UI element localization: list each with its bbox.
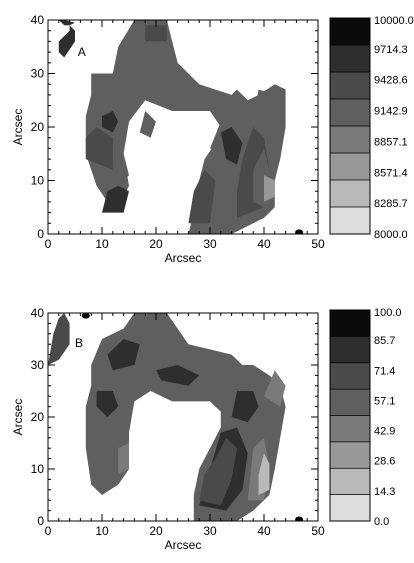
- contour-field: [58, 20, 304, 234]
- contour-cell: [188, 169, 216, 224]
- colorbar-swatch: [330, 18, 370, 45]
- colorbar-label: 57.1: [374, 395, 395, 407]
- colorbar-swatch: [330, 126, 370, 153]
- colorbar-label: 9142.9: [374, 106, 408, 118]
- panel-b: 0 10 20 30 40 50 0 10 20 30 40 Arcsec Arcsec B 100.0 85…: [11, 306, 402, 552]
- x-axis-label: Arcsec: [165, 538, 202, 552]
- colorbar-swatch: [330, 207, 370, 234]
- contour-region-edge: [58, 20, 75, 58]
- contour-cell: [231, 391, 259, 423]
- contour-region: [85, 20, 286, 234]
- panel-letter: A: [78, 45, 86, 59]
- contour-cell: [253, 89, 275, 122]
- y-axis-label: Arcsec: [11, 109, 25, 146]
- y-tick-label: 40: [31, 306, 45, 320]
- contour-dot: [295, 229, 304, 234]
- colorbar-label: 8285.7: [374, 198, 408, 210]
- contour-cell: [107, 339, 140, 371]
- contour-cell: [264, 175, 275, 202]
- contour-cell: [102, 111, 119, 133]
- contour-cell: [85, 127, 113, 170]
- colorbar-swatch: [330, 153, 370, 180]
- colorbar-swatch: [330, 362, 370, 390]
- x-tick-label: 0: [45, 237, 52, 251]
- colorbar-label: 28.6: [374, 456, 395, 468]
- colorbar-frame: [329, 17, 371, 235]
- y-axis-label: Arcsec: [11, 399, 25, 436]
- colorbar-label: 71.4: [374, 365, 395, 377]
- colorbar-swatch: [330, 45, 370, 72]
- y-tick-label: 10: [31, 174, 45, 188]
- colorbar-swatch: [330, 389, 370, 416]
- colorbar-swatch: [330, 441, 370, 469]
- colorbar-label: 8571.4: [374, 167, 408, 179]
- colorbar-swatch: [330, 494, 370, 521]
- colorbar-label: 14.3: [374, 486, 395, 498]
- colorbar-label: 9714.3: [374, 44, 408, 56]
- colorbar-swatch: [330, 336, 370, 363]
- contour-region-edge: [48, 313, 70, 365]
- x-tick-label: 40: [257, 237, 271, 251]
- x-tick-label: 30: [203, 524, 217, 538]
- colorbar-swatch: [330, 468, 370, 495]
- colorbar-label: 10000.0: [374, 15, 414, 27]
- colorbar-label: 100.0: [374, 307, 402, 319]
- contour-cell: [264, 370, 286, 407]
- colorbar-label: 85.7: [374, 335, 395, 347]
- contour-cell: [220, 127, 243, 165]
- contour-cell: [156, 365, 200, 386]
- x-tick-label: 50: [311, 524, 325, 538]
- contour-dot: [81, 313, 90, 319]
- contour-cell: [258, 453, 270, 495]
- colorbar-label: 8000.0: [374, 229, 408, 241]
- x-tick-label: 10: [95, 524, 109, 538]
- x-tick-label: 10: [95, 237, 109, 251]
- x-axis-label: Arcsec: [165, 251, 202, 265]
- x-tick-label: 40: [257, 524, 271, 538]
- x-tick-label: 50: [311, 237, 325, 251]
- y-tick-label: 0: [37, 514, 44, 528]
- colorbar-swatch: [330, 310, 370, 337]
- contour-dot: [295, 516, 304, 521]
- y-tick-label: 10: [31, 462, 45, 476]
- y-tick-label: 20: [31, 120, 45, 134]
- x-tick-label: 0: [45, 524, 52, 538]
- x-tick-label: 30: [203, 237, 217, 251]
- y-tick-label: 0: [37, 227, 44, 241]
- contour-field: [48, 313, 304, 521]
- colorbar-label: 9428.6: [374, 75, 408, 87]
- colorbar-swatch: [330, 415, 370, 442]
- colorbar-swatch: [330, 99, 370, 126]
- y-tick-label: 30: [31, 358, 45, 372]
- panel-letter: B: [75, 336, 83, 350]
- contour-cell: [145, 25, 167, 42]
- colorbar-swatch: [330, 180, 370, 207]
- colorbar-label: 42.9: [374, 426, 395, 438]
- contour-cell: [102, 185, 129, 213]
- colorbar-frame: [329, 309, 371, 522]
- x-tick-label: 20: [149, 237, 163, 251]
- contour-cell: [91, 432, 119, 480]
- y-tick-label: 40: [31, 13, 45, 27]
- contour-cell: [139, 111, 156, 138]
- colorbar-swatch: [330, 72, 370, 99]
- y-tick-label: 30: [31, 67, 45, 81]
- y-tick-label: 20: [31, 410, 45, 424]
- contour-cell: [118, 443, 129, 475]
- contour-cell: [199, 437, 237, 506]
- colorbar-label: 0.0: [374, 516, 389, 528]
- x-tick-label: 20: [149, 524, 163, 538]
- panel-a: 0 10 20 30 40 50 0 10 20 30 40 Arcsec Arcsec A 10000.0…: [11, 13, 414, 265]
- colorbar-label: 8857.1: [374, 136, 408, 148]
- contour-cell: [96, 391, 119, 417]
- contour-cell: [112, 153, 129, 186]
